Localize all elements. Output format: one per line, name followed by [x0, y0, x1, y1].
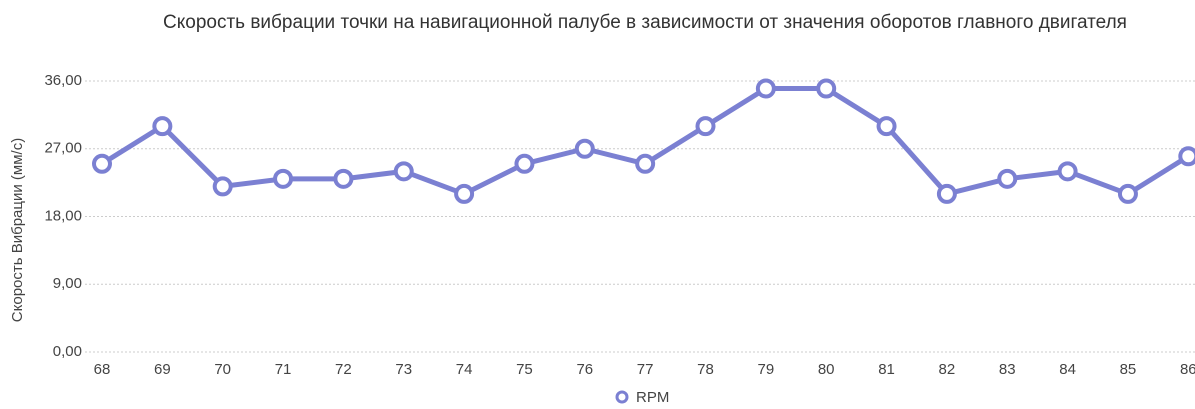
x-tick-label: 81 [878, 361, 895, 378]
data-point [876, 116, 897, 137]
x-tick-label: 85 [1120, 361, 1137, 378]
x-tick-label: 72 [335, 361, 352, 378]
x-tick-label: 84 [1059, 361, 1076, 378]
data-point [1057, 161, 1078, 182]
data-point [816, 78, 837, 99]
x-tick-label: 71 [275, 361, 292, 378]
data-point [1178, 146, 1195, 167]
legend-label: RPM [636, 389, 669, 406]
y-tick-label: 27,00 [44, 140, 82, 157]
x-tick-label: 82 [939, 361, 956, 378]
data-point [514, 153, 535, 174]
x-tick-label: 77 [637, 361, 654, 378]
data-point [212, 176, 233, 197]
data-point [755, 78, 776, 99]
data-point [1117, 183, 1138, 204]
data-point [152, 116, 173, 137]
data-point [92, 153, 112, 174]
y-axis-label: Скорость Вибрации (мм/с) [9, 138, 26, 322]
x-tick-label: 74 [456, 361, 473, 378]
data-point [393, 161, 414, 182]
x-tick-label: 78 [697, 361, 714, 378]
data-point [454, 183, 475, 204]
chart-title: Скорость вибрации точки на навигационной… [163, 12, 1127, 33]
x-tick-label: 75 [516, 361, 533, 378]
data-point [333, 168, 354, 189]
y-tick-label: 36,00 [44, 72, 82, 89]
series-line [100, 86, 1190, 197]
x-tick-label: 76 [576, 361, 593, 378]
x-tick-label: 80 [818, 361, 835, 378]
x-tick-label: 86 [1180, 361, 1195, 378]
x-tick-label: 83 [999, 361, 1016, 378]
x-tick-label: 69 [154, 361, 171, 378]
data-point [936, 183, 957, 204]
data-point [273, 168, 294, 189]
data-point [997, 168, 1018, 189]
x-tick-label: 79 [758, 361, 775, 378]
data-point [574, 138, 595, 159]
data-point [635, 153, 656, 174]
y-tick-label: 9,00 [53, 275, 82, 292]
data-point [695, 116, 716, 137]
x-tick-label: 70 [214, 361, 231, 378]
legend-marker [615, 390, 629, 404]
x-tick-label: 73 [395, 361, 412, 378]
x-tick-label: 68 [94, 361, 111, 378]
y-tick-label: 18,00 [44, 207, 82, 224]
y-tick-label: 0,00 [53, 343, 82, 360]
